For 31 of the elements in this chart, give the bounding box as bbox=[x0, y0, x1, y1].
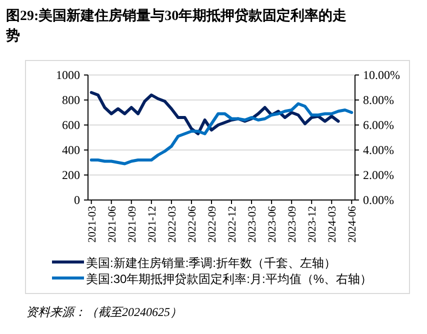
x-tick-label: 2022-06 bbox=[186, 206, 198, 243]
x-tick-label: 2022-09 bbox=[206, 206, 218, 243]
y2-tick-label: 6.00% bbox=[363, 118, 394, 132]
y-tick-label: 200 bbox=[62, 168, 80, 182]
line-series bbox=[90, 102, 354, 166]
y2-tick-label: 0.00% bbox=[363, 193, 394, 207]
y-tick-label: 600 bbox=[62, 118, 80, 132]
x-tick-label: 2021-09 bbox=[126, 206, 138, 243]
chart-title: 图29:美国新建住房销量与30年期抵押贷款固定利率的走势 bbox=[5, 7, 347, 44]
text: 资料来源：（截至20240625） bbox=[26, 305, 182, 319]
x-tick-label: 2021-03 bbox=[86, 206, 98, 243]
x-tick-label: 2021-06 bbox=[106, 206, 118, 243]
x-tick-label: 2023-09 bbox=[286, 206, 299, 243]
x-tick-label: 2023-03 bbox=[246, 206, 259, 243]
y2-tick-label: 2.00% bbox=[363, 168, 394, 182]
x-tick-label: 2021-12 bbox=[146, 206, 158, 243]
y2-tick-label: 10.00% bbox=[363, 68, 400, 82]
legend-label: 美国:新建住房销量:季调:折年数（千套、左轴） bbox=[86, 256, 336, 270]
y-tick-label: 400 bbox=[62, 143, 80, 157]
y-tick-label: 0 bbox=[74, 193, 80, 207]
y2-tick-label: 8.00% bbox=[363, 93, 394, 107]
x-tick-label: 2022-12 bbox=[226, 206, 239, 243]
x-tick-label: 2024-03 bbox=[326, 206, 339, 243]
y-tick-label: 1000 bbox=[56, 68, 80, 82]
y-tick-label: 800 bbox=[62, 93, 80, 107]
x-tick-label: 2023-06 bbox=[266, 206, 279, 243]
x-tick-label: 2023-12 bbox=[306, 206, 319, 243]
y2-tick-label: 4.00% bbox=[363, 143, 394, 157]
x-tick-label: 2024-06 bbox=[346, 206, 359, 243]
legend-label: 美国:30年期抵押贷款固定利率:月:平均值（%、右轴） bbox=[86, 272, 372, 286]
x-tick-label: 2022-03 bbox=[166, 206, 178, 243]
